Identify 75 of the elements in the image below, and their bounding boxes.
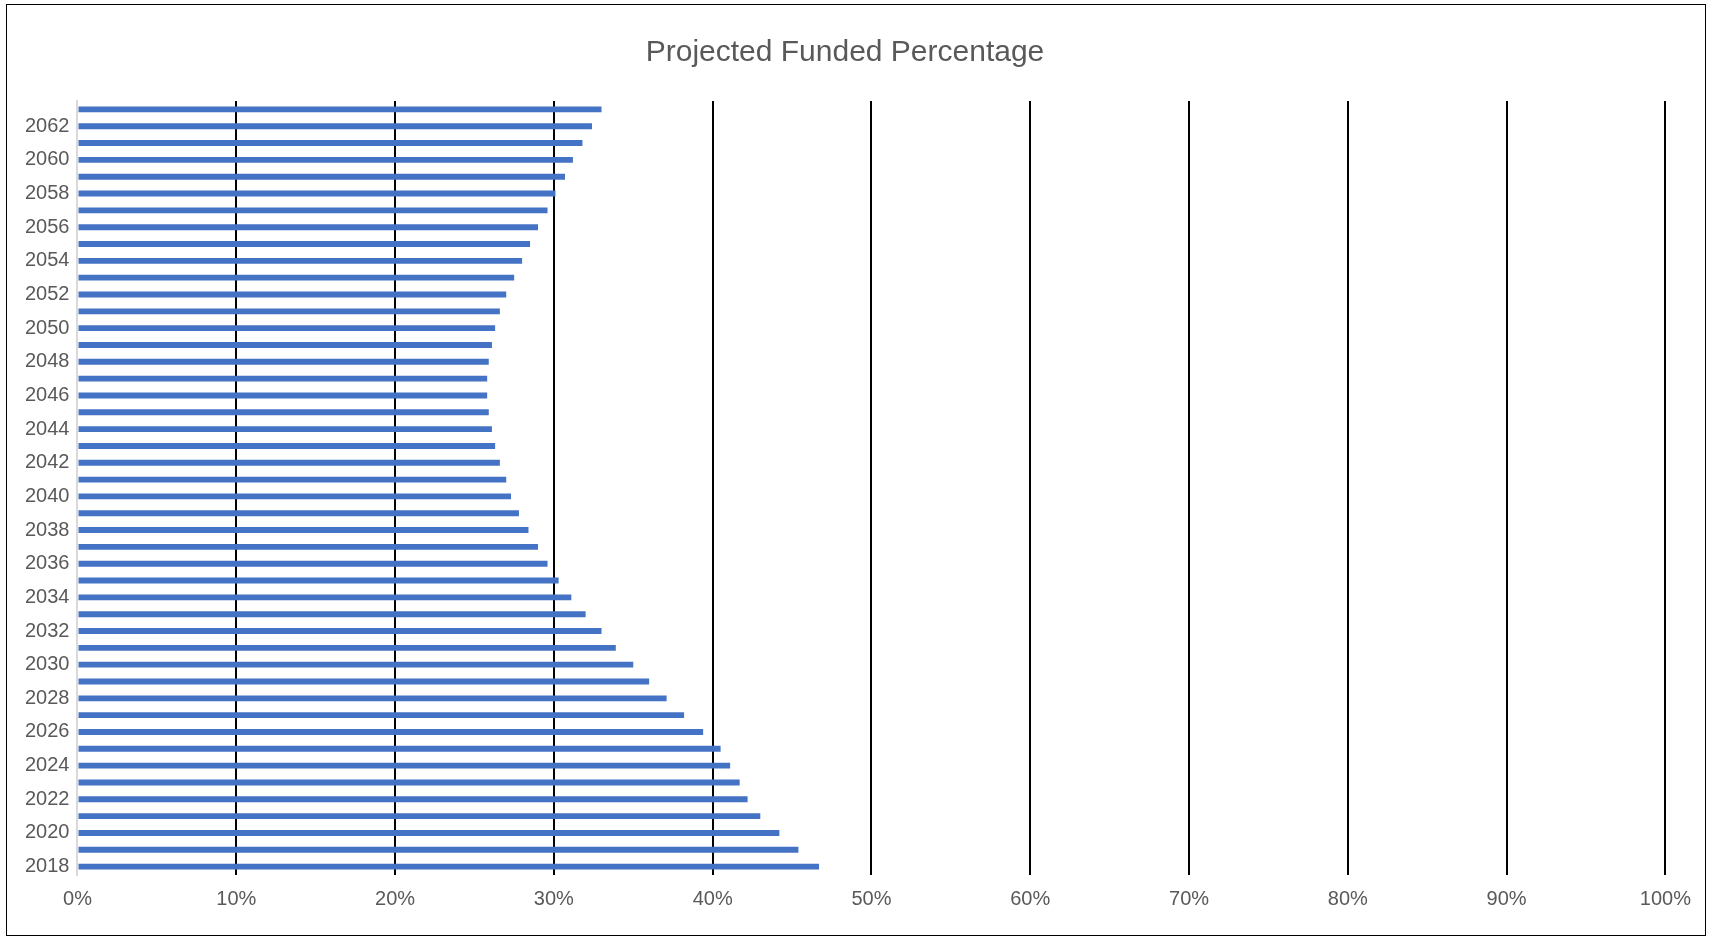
bar [78, 308, 500, 315]
x-tick-label: 30% [533, 886, 575, 909]
y-tick-label: 2028 [24, 685, 70, 708]
bar [78, 140, 583, 147]
y-tick-label: 2052 [24, 282, 70, 305]
x-tick-label: 60% [1010, 886, 1051, 909]
bar [78, 156, 573, 163]
bar [78, 661, 634, 668]
bar [78, 375, 488, 382]
y-tick-label: 2058 [24, 181, 70, 204]
y-tick-label: 2024 [24, 753, 70, 776]
bar [78, 358, 489, 365]
x-tick-label: 100% [1639, 886, 1692, 909]
bar [78, 628, 602, 634]
bar [78, 644, 616, 651]
y-tick-label: 2018 [24, 854, 70, 877]
bar [78, 729, 704, 735]
bar [78, 459, 500, 466]
bar [78, 224, 538, 231]
x-tick-label: 10% [216, 886, 257, 909]
bar [78, 829, 780, 836]
x-tick-label: 80% [1327, 886, 1369, 909]
bar [78, 510, 519, 517]
bar [78, 325, 496, 332]
bar [78, 796, 748, 803]
bar [78, 745, 721, 752]
bar [78, 241, 531, 247]
y-tick-label: 2036 [24, 551, 70, 574]
bar [78, 863, 820, 870]
bar [78, 426, 492, 433]
y-tick-label: 2034 [24, 584, 70, 607]
y-tick-label: 2030 [24, 652, 70, 675]
bar [78, 123, 592, 130]
x-tick-label: 40% [692, 886, 733, 909]
x-tick-label: 90% [1486, 886, 1527, 909]
x-tick-label: 20% [375, 886, 416, 909]
bar [78, 527, 529, 534]
bar [78, 611, 586, 618]
bar [78, 173, 565, 180]
bar [78, 762, 731, 769]
bar [78, 594, 572, 601]
bar [78, 342, 492, 348]
x-tick-label: 0% [63, 886, 93, 909]
bar [78, 695, 667, 702]
y-tick-label: 2020 [24, 820, 70, 843]
chart-title: Projected Funded Percentage [645, 34, 1045, 68]
bar [78, 274, 515, 281]
y-tick-label: 2054 [24, 248, 70, 271]
y-tick-label: 2048 [24, 349, 70, 372]
y-tick-label: 2022 [24, 786, 70, 809]
y-tick-label: 2042 [24, 450, 70, 473]
y-tick-label: 2050 [24, 315, 70, 338]
bar [78, 106, 602, 113]
y-tick-label: 2038 [24, 517, 70, 540]
y-tick-label: 2026 [24, 719, 70, 742]
y-tick-label: 2040 [24, 483, 70, 506]
y-tick-label: 2032 [24, 618, 70, 641]
bar [78, 712, 685, 719]
y-tick-label: 2056 [24, 214, 70, 237]
bar [78, 543, 538, 550]
y-tick-label: 2062 [24, 113, 70, 136]
x-tick-label: 50% [851, 886, 892, 909]
bar [78, 493, 511, 500]
bar [78, 207, 548, 214]
y-tick-label: 2060 [24, 147, 70, 170]
y-tick-label: 2044 [24, 416, 70, 439]
bar [78, 442, 496, 449]
y-tick-label: 2046 [24, 382, 70, 405]
bar [78, 813, 761, 820]
x-tick-label: 70% [1169, 886, 1210, 909]
bar [78, 476, 507, 483]
bar [78, 560, 548, 567]
bar [78, 846, 799, 853]
bar [78, 409, 489, 416]
bar [78, 257, 523, 264]
